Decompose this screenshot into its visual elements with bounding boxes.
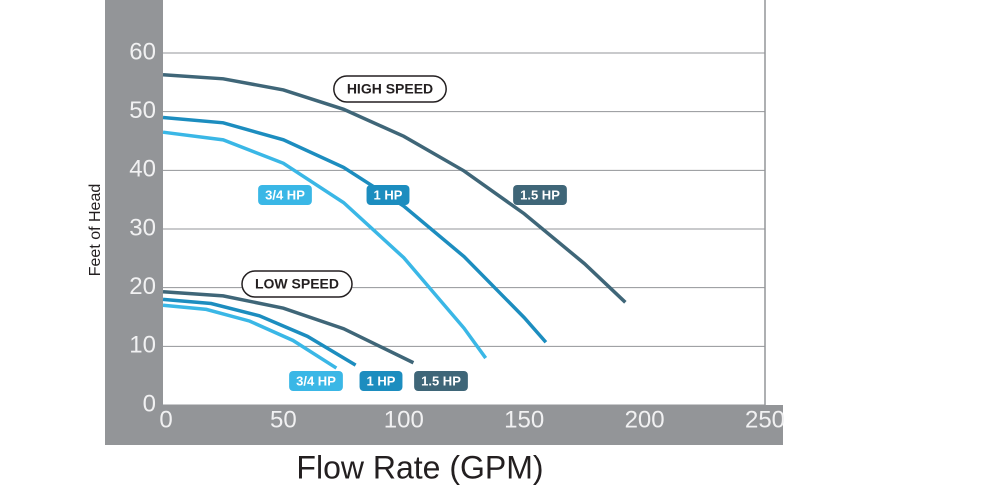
series-label: 1.5 HP — [421, 373, 461, 388]
y-tick-label: 10 — [129, 332, 156, 359]
series-label: 3/4 HP — [296, 373, 336, 388]
y-tick-label: 50 — [129, 97, 156, 124]
annotation-text: HIGH SPEED — [347, 81, 433, 97]
y-tick-label: 0 — [143, 390, 156, 417]
series-badge-bg — [258, 185, 312, 205]
y-tick-label: 30 — [129, 214, 156, 241]
series-badge-bg — [366, 185, 410, 205]
y-tick-label: 20 — [129, 273, 156, 300]
series-line — [162, 115, 548, 344]
series-badge: 3/4 HP — [289, 371, 343, 391]
x-tick-label: 150 — [504, 406, 544, 433]
series-badge: 1 HP — [359, 371, 403, 391]
x-axis-label: Flow Rate (GPM) — [296, 449, 543, 485]
y-tick-label: 40 — [129, 156, 156, 183]
annotation-text: LOW SPEED — [255, 276, 339, 292]
x-tick-label: 50 — [270, 406, 297, 433]
series-badge-bg — [289, 371, 343, 391]
series-badge: 1.5 HP — [513, 185, 567, 205]
series-badge: 1 HP — [366, 185, 410, 205]
annotation-box — [333, 75, 447, 103]
annotation-box — [241, 270, 353, 298]
x-tick-label: 100 — [384, 406, 424, 433]
x-axis-band — [105, 405, 783, 445]
series-line — [162, 72, 627, 304]
annotation: LOW SPEED — [241, 270, 353, 298]
series-badge-bg — [359, 371, 403, 391]
series-line — [162, 130, 488, 360]
series-label: 1 HP — [367, 373, 396, 388]
y-axis-label: Feet of Head — [87, 184, 104, 277]
series-line — [162, 290, 415, 365]
y-axis-band — [105, 0, 163, 445]
series-label: 1.5 HP — [520, 187, 560, 202]
series-line — [162, 297, 357, 367]
series-badge: 3/4 HP — [258, 185, 312, 205]
series-label: 3/4 HP — [265, 187, 305, 202]
x-tick-label: 250 — [745, 406, 785, 433]
y-tick-label: 60 — [129, 38, 156, 65]
annotation: HIGH SPEED — [333, 75, 447, 103]
series-line — [162, 303, 338, 370]
series-label: 1 HP — [374, 187, 403, 202]
x-tick-label: 200 — [625, 406, 665, 433]
series-badge: 1.5 HP — [414, 371, 468, 391]
series-badge-bg — [513, 185, 567, 205]
series-badge-bg — [414, 371, 468, 391]
x-tick-label: 0 — [159, 406, 172, 433]
